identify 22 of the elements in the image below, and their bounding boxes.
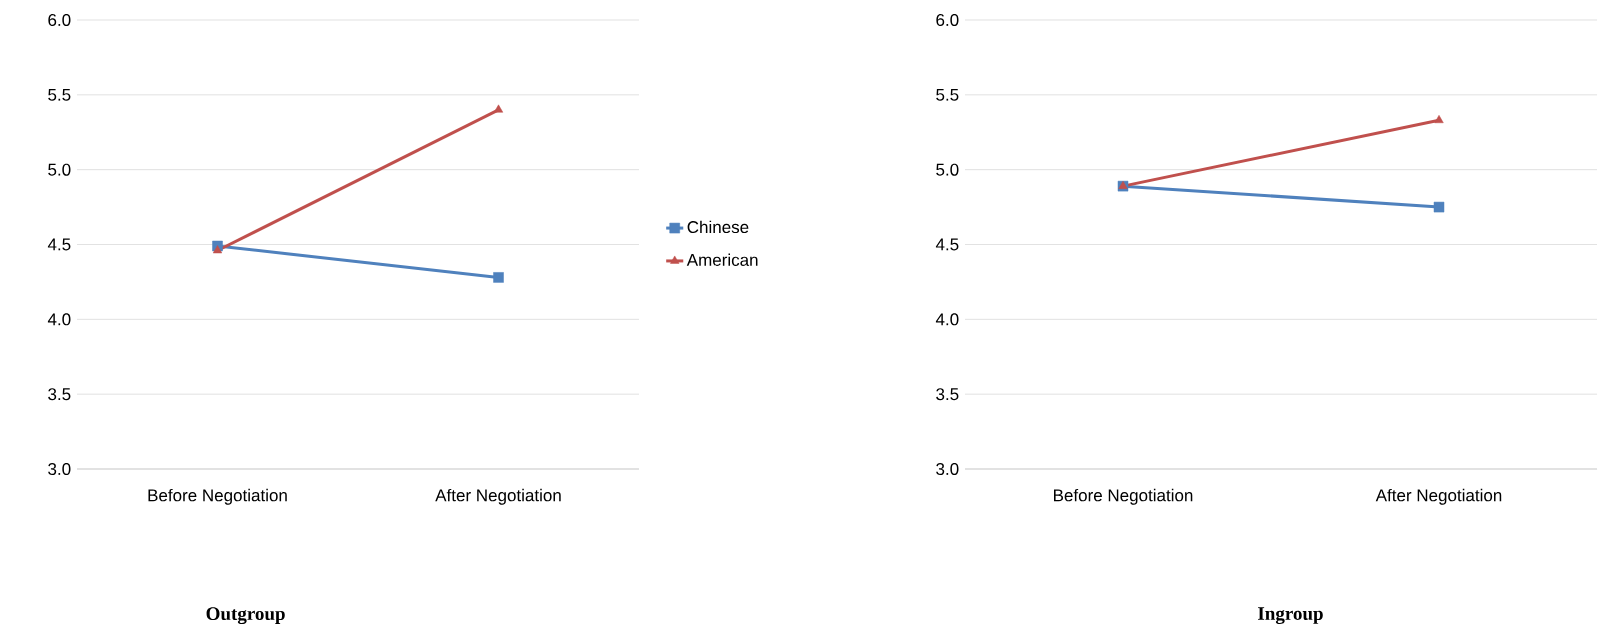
x-tick-label: After Negotiation — [1375, 488, 1502, 505]
y-tick-label: 4.0 — [47, 313, 71, 326]
y-tick-label: 3.0 — [936, 462, 959, 476]
y-tick-label: 5.0 — [48, 163, 71, 176]
y-tick-label: 3.5 — [48, 388, 71, 401]
legend-label: Chinese — [687, 220, 749, 234]
x-tick-label: After Negotiation — [435, 488, 561, 505]
y-tick-label: 4.0 — [935, 313, 959, 326]
x-tick-label: Before Negotiation — [148, 488, 287, 505]
y-tick-label: 5.0 — [936, 163, 959, 176]
y-tick-label: 5.5 — [936, 88, 959, 101]
y-tick-label: 4.5 — [935, 238, 959, 251]
y-tick-label: 6.0 — [936, 13, 959, 27]
legend-label: American — [686, 253, 758, 266]
y-tick-label: 3.5 — [936, 388, 959, 401]
y-tick-label: 5.5 — [48, 88, 71, 101]
y-tick-label: 3.0 — [48, 462, 71, 476]
y-tick-label: 4.5 — [47, 238, 71, 251]
y-tick-label: 6.0 — [48, 13, 71, 27]
text: Ingroup — [1258, 607, 1323, 624]
text: Outgroup — [206, 607, 285, 625]
x-tick-label: Before Negotiation — [1054, 488, 1193, 505]
